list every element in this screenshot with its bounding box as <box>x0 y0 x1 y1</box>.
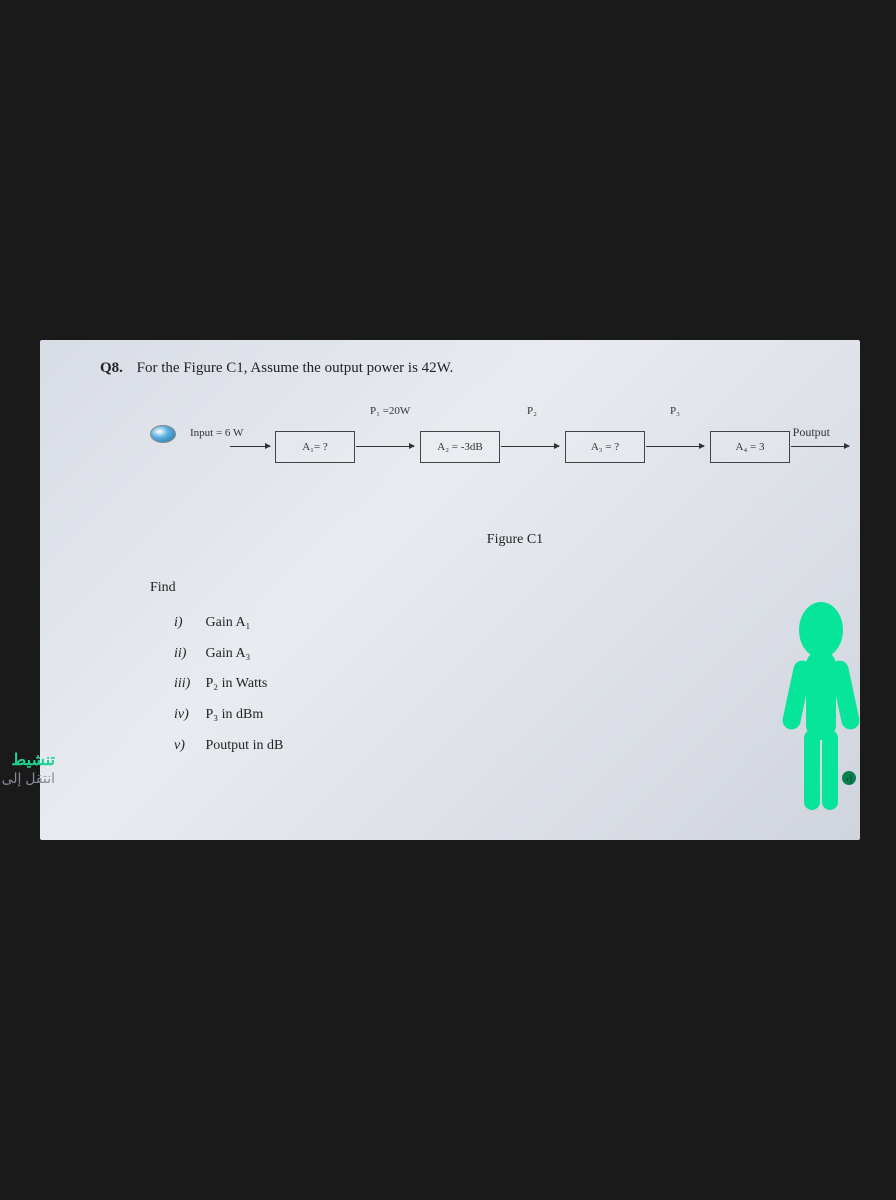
find-text-2: Gain A₃ <box>206 646 251 661</box>
find-rn-5: v) <box>174 731 202 762</box>
find-item-5: v) Poutput in dB <box>174 731 830 762</box>
find-title: Find <box>150 573 830 604</box>
arrow-in <box>230 446 270 447</box>
find-rn-1: i) <box>174 608 202 639</box>
find-text-4: P₃ in dBm <box>206 707 264 722</box>
question-text: For the Figure C1, Assume the output pow… <box>137 360 454 376</box>
block-a2: A₂ = -3dB <box>420 431 500 463</box>
find-rn-3: iii) <box>174 669 202 700</box>
side-line-2: انتقل إلى <box>0 770 55 787</box>
lens-icon <box>150 425 176 443</box>
find-rn-2: ii) <box>174 639 202 670</box>
side-line-1: تنشيط <box>0 750 55 770</box>
arrow-1 <box>356 446 414 447</box>
find-item-1: i) Gain A₁ <box>174 608 830 639</box>
pout-label: Poutput <box>793 425 830 440</box>
find-item-2: ii) Gain A₃ <box>174 639 830 670</box>
find-text-1: Gain A₁ <box>206 615 251 630</box>
document-page: Q8. For the Figure C1, Assume the output… <box>40 340 860 840</box>
p2-label: P₂ <box>527 405 537 417</box>
p1-label: P₁ =20W <box>370 405 410 417</box>
annotation-scribble: ‹] <box>776 600 866 820</box>
find-item-3: iii) P₂ in Watts <box>174 669 830 700</box>
question-number: Q8. <box>100 360 123 376</box>
find-rn-4: iv) <box>174 700 202 731</box>
find-text-3: P₂ in Watts <box>206 676 268 691</box>
block-a1: A₁= ? <box>275 431 355 463</box>
arrow-3 <box>646 446 704 447</box>
find-text-5: Poutput in dB <box>206 738 284 753</box>
p3-label: P₃ <box>670 405 680 417</box>
block-a3: A₃ = ? <box>565 431 645 463</box>
svg-text:‹]: ‹] <box>846 774 852 784</box>
block-a4: A₄ = 3 <box>710 431 790 463</box>
arrow-out <box>791 446 849 447</box>
side-text: تنشيط انتقل إلى <box>0 750 55 787</box>
figure-caption: Figure C1 <box>200 532 830 548</box>
question-line: Q8. For the Figure C1, Assume the output… <box>100 360 830 377</box>
input-label: Input = 6 W <box>190 427 243 439</box>
find-block: Find i) Gain A₁ ii) Gain A₃ iii) P₂ in W… <box>150 573 830 762</box>
block-diagram: Input = 6 W P₁ =20W P₂ P₃ Poutput A₁= ? … <box>130 407 830 517</box>
arrow-2 <box>501 446 559 447</box>
find-item-4: iv) P₃ in dBm <box>174 700 830 731</box>
